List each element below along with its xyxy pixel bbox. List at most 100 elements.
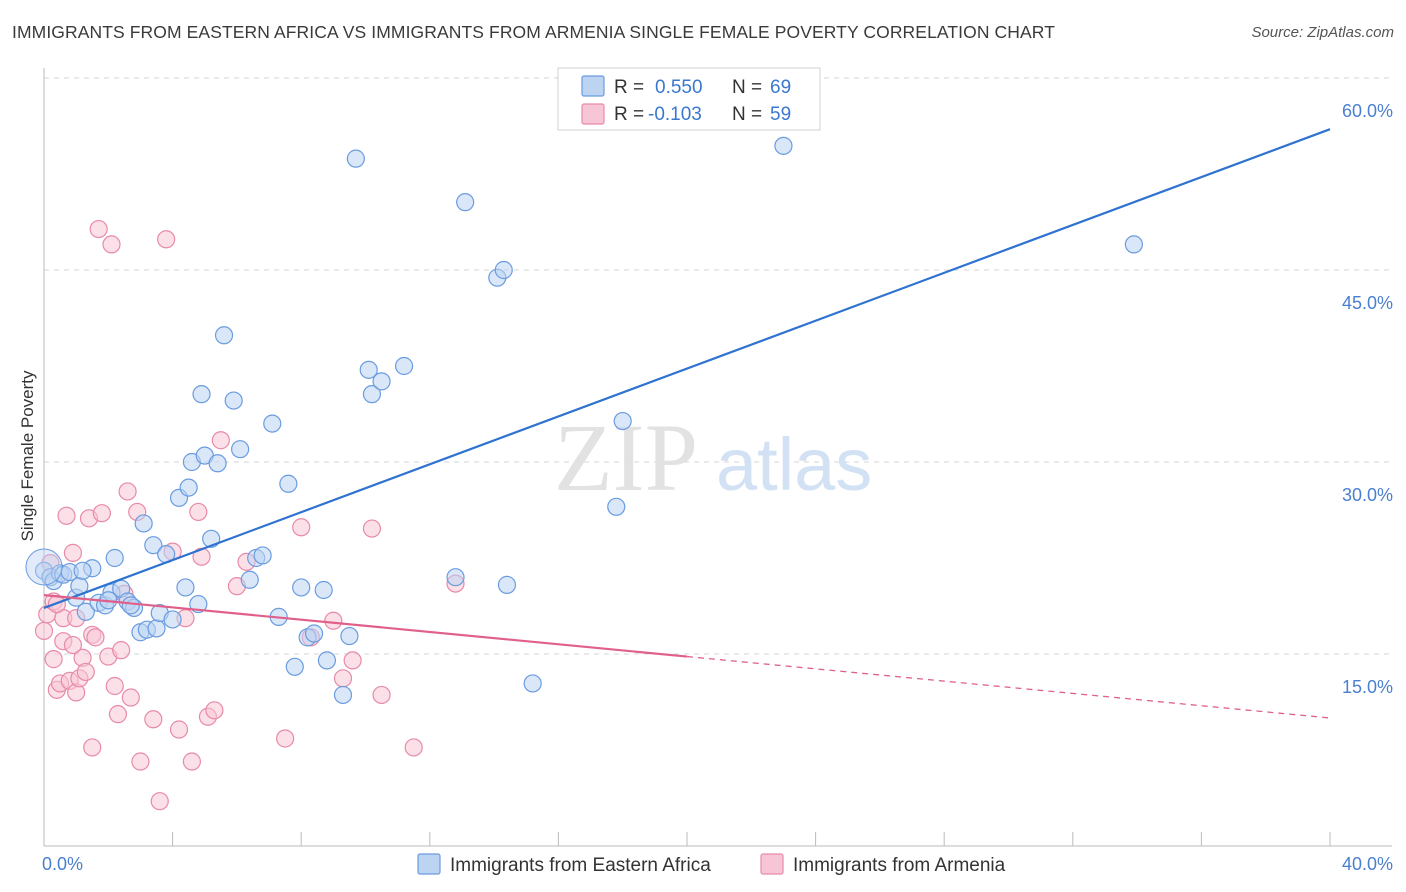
legend-r-label-2: R = [614,104,644,125]
eastern-africa-point [285,657,304,676]
eastern-africa-point [456,193,475,212]
y-axis-tick-labels: 15.0% 30.0% 45.0% 60.0% [1342,101,1393,697]
trend-lines [43,128,1331,719]
eastern-africa-point [523,674,542,693]
eastern-africa-point [359,360,378,379]
eastern-africa-point [73,561,92,580]
eastern-africa-trend-line-solid [43,128,1331,609]
eastern-africa-point [192,385,211,404]
eastern-africa-point [147,619,166,638]
armenia-point [343,651,362,670]
armenia-point [92,504,111,523]
legend: R = 0.550 N = 69 R = -0.103 N = 59 [557,67,821,131]
x-tick-label-max: 40.0% [1342,854,1393,874]
armenia-point [63,635,83,655]
armenia-point [131,752,150,771]
armenia-point [362,519,382,538]
armenia-point [57,506,76,525]
legend-n-label-2: N = [732,104,762,125]
eastern-africa-point [121,596,140,615]
legend-swatch-pink [581,103,605,125]
armenia-point [324,611,343,630]
eastern-africa-point [231,440,250,459]
armenia-point [211,431,230,450]
eastern-africa-point [176,578,195,597]
source-credit: Source: ZipAtlas.com [1251,24,1394,41]
eastern-africa-point [208,454,227,473]
eastern-africa-point [279,474,298,493]
eastern-africa-point [253,546,272,565]
watermark-atlas: atlas [716,423,872,506]
armenia-point [76,662,95,682]
armenia-point [169,720,189,739]
armenia-point [121,688,140,707]
eastern-africa-point [263,414,282,433]
eastern-africa-point [494,260,513,280]
eastern-africa-point [774,136,793,155]
eastern-africa-point [497,575,517,594]
eastern-africa-point [224,391,243,410]
eastern-africa-point [372,372,391,391]
armenia-point [182,752,201,771]
armenia-trend-line-dashed [686,655,1331,719]
x-axis-ticks [172,832,1331,846]
armenia-point [205,701,224,720]
armenia-point [112,641,131,660]
armenia-point [333,669,353,688]
eastern-africa-point [76,602,95,621]
eastern-africa-point [214,326,234,345]
armenia-point [404,738,423,757]
armenia-point [150,792,169,811]
eastern-africa-point [317,651,337,670]
legend-n-value-2: 59 [770,104,791,125]
armenia-point [63,543,83,562]
eastern-africa-point [1124,235,1143,254]
armenia-point [44,650,63,669]
legend-r-value-1: 0.550 [655,77,703,98]
chart-title: IMMIGRANTS FROM EASTERN AFRICA VS IMMIGR… [12,22,1055,42]
armenia-point [83,738,102,757]
eastern-africa-point [340,626,359,646]
legend-n-value-1: 69 [770,77,791,98]
eastern-africa-point [446,568,465,587]
eastern-africa-point [292,578,311,597]
eastern-africa-point [333,685,353,705]
armenia-points [34,219,465,811]
legend-swatch-blue [581,75,605,97]
grid-lines [44,77,1392,655]
armenia-point [276,729,295,748]
eastern-africa-point [346,149,365,168]
y-tick-label: 15.0% [1342,677,1393,697]
armenia-point [189,502,208,522]
armenia-point [89,219,108,239]
legend-r-label-1: R = [614,77,644,98]
eastern-africa-point [163,610,182,629]
armenia-point [102,235,121,254]
armenia-point [105,676,124,696]
armenia-point [372,685,391,705]
eastern-africa-point [304,624,324,643]
bottom-legend-label-1: Immigrants from Eastern Africa [450,855,711,876]
y-axis-label: Single Female Poverty [18,370,37,542]
bottom-legend-swatch-pink [760,853,784,875]
armenia-point [86,628,105,647]
armenia-point [118,482,137,501]
eastern-africa-point [179,478,198,497]
armenia-point [157,230,176,249]
y-tick-label: 30.0% [1342,485,1393,505]
bottom-legend-label-2: Immigrants from Armenia [793,855,1006,876]
armenia-point [292,518,311,537]
eastern-africa-cluster-point [25,548,63,586]
armenia-point [34,621,54,641]
legend-r-value-2: -0.103 [648,104,702,125]
eastern-africa-point [362,385,382,404]
eastern-africa-point [314,580,333,600]
armenia-trend-line-solid [43,594,688,658]
x-tick-label-min: 0.0% [42,854,83,874]
eastern-africa-point [144,536,163,555]
legend-n-label-1: N = [732,77,762,98]
eastern-africa-point [394,356,414,376]
eastern-africa-point [134,514,153,533]
armenia-point [108,705,128,724]
